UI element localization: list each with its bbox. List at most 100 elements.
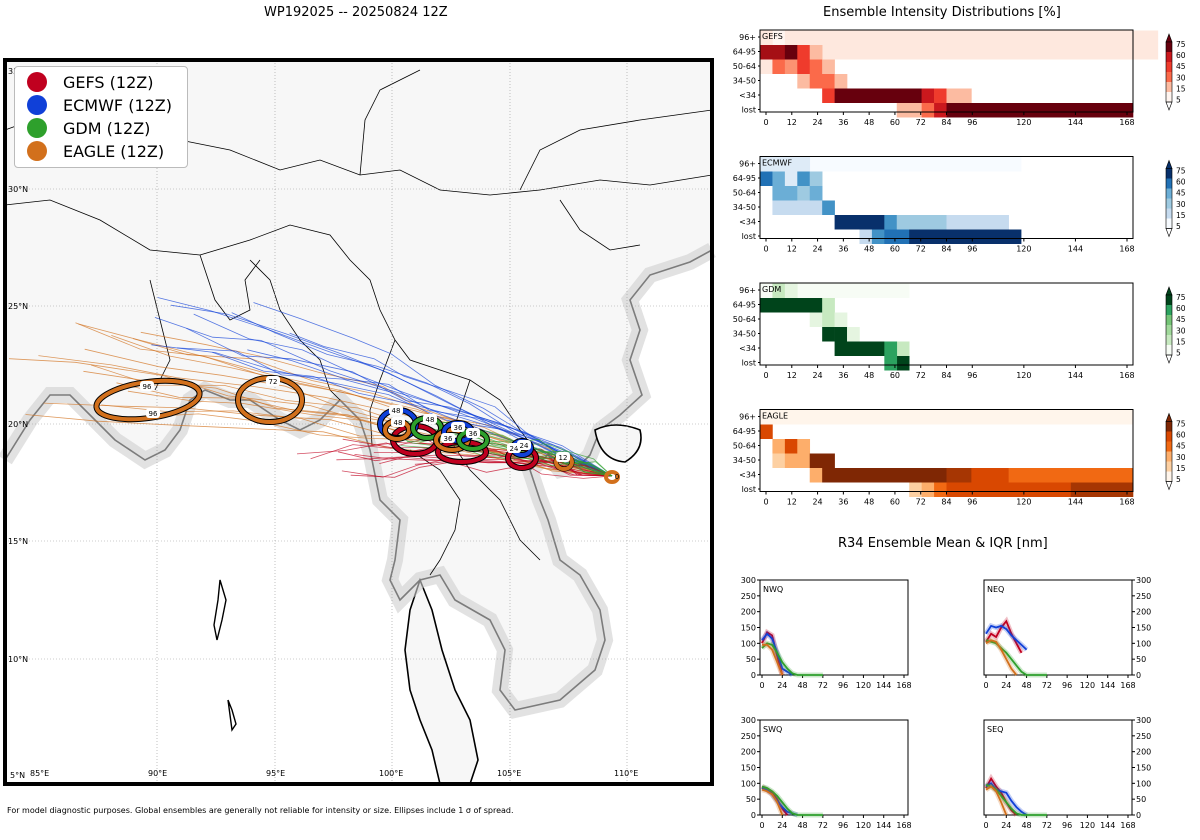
row-label: lost	[742, 106, 756, 115]
heatmap-cell	[909, 229, 1022, 244]
r34-mean-line	[761, 788, 784, 816]
row-label: 64-95	[733, 427, 756, 436]
heatmap-cell	[921, 482, 935, 497]
heatmap-cell	[797, 171, 811, 186]
heatmap-cell	[809, 45, 823, 60]
x-tick-label: 12	[787, 245, 797, 254]
r34-mean-line	[761, 785, 823, 816]
colorbar-segment	[1166, 42, 1172, 53]
colorbar-segment	[1166, 451, 1172, 462]
colorbar-segment	[1166, 82, 1172, 93]
x-tick-label: 0	[983, 821, 988, 830]
r34-mean-line	[985, 639, 1018, 676]
r34-frame	[983, 719, 1133, 816]
colorbar-tick: 15	[1176, 211, 1186, 220]
x-tick-label: 48	[864, 245, 874, 254]
y-tick-label: 100	[1136, 779, 1151, 788]
colorbar-segment	[1166, 315, 1172, 326]
legend-label: GEFS (12Z)	[63, 72, 154, 92]
x-tick-label: 24	[777, 681, 787, 690]
heatmap-cell	[809, 186, 823, 201]
ellipse-label: 96	[149, 410, 158, 418]
ellipse-label: 24	[520, 442, 529, 450]
x-tick-label: 144	[876, 681, 891, 690]
legend-item-gefs[interactable]: GEFS (12Z)	[27, 71, 153, 93]
heatmap-cell	[760, 298, 823, 313]
colorbar-tick: 75	[1176, 167, 1186, 176]
quadrant-label: NEQ	[987, 585, 1004, 594]
y-tick-label: 50	[1136, 795, 1146, 804]
heatmap-cell	[946, 482, 1072, 497]
legend-item-gdm[interactable]: GDM (12Z)	[27, 117, 150, 139]
row-label: 96+	[739, 286, 756, 295]
x-tick-label: 60	[890, 498, 900, 507]
row-label: 50-64	[733, 315, 756, 324]
heatmap-cell	[822, 312, 835, 327]
row-label: 64-95	[733, 301, 756, 310]
ellipse-label: 48	[392, 407, 401, 415]
colorbar-tick: 5	[1176, 349, 1181, 358]
x-tick-label: 168	[1119, 245, 1134, 254]
colorbar-segment	[1166, 198, 1172, 209]
heatmap-cell	[834, 215, 885, 230]
x-tick-label: 0	[759, 821, 764, 830]
lon-label: 85°E	[30, 769, 49, 778]
colorbar-tick: 60	[1176, 51, 1186, 60]
heatmap-cell	[760, 157, 811, 172]
x-tick-label: 0	[763, 245, 768, 254]
track-line	[367, 442, 613, 477]
map-frame	[3, 58, 714, 786]
y-tick-label: 150	[741, 624, 756, 633]
legend-item-ecmwf[interactable]: ECMWF (12Z)	[27, 94, 172, 116]
row-label: 96+	[739, 33, 756, 42]
heatmap-cell	[834, 74, 848, 89]
heatmap-cell	[760, 424, 773, 439]
y-tick-label: 200	[741, 608, 756, 617]
x-tick-label: 24	[1001, 821, 1011, 830]
heatmap-cell	[834, 312, 848, 327]
intensity-panel-eagle: EAGLE 96+ 64-95 50-64 34-50 <34 lost 0 12 24 36 48 6…	[733, 409, 1186, 507]
ecmwf-dot-icon	[27, 95, 47, 115]
legend-item-eagle[interactable]: EAGLE (12Z)	[27, 140, 164, 162]
heatmap-cell	[760, 171, 773, 186]
x-tick-label: 84	[941, 245, 951, 254]
heatmap-cell	[946, 215, 1009, 230]
heatmap-cell	[797, 59, 811, 74]
row-label: lost	[742, 359, 756, 368]
row-label: 50-64	[733, 442, 756, 451]
heatmap-cell	[784, 171, 798, 186]
colorbar-segment	[1166, 218, 1172, 229]
ellipse-label: 48	[426, 416, 435, 424]
x-tick-label: 48	[864, 118, 874, 127]
colorbar-segment	[1166, 335, 1172, 346]
heatmap-cell	[772, 186, 798, 201]
heatmap-cell	[884, 341, 898, 356]
track-line	[25, 414, 613, 477]
x-tick-label: 72	[916, 245, 926, 254]
panel-label: GDM	[762, 285, 781, 294]
heatmap-cell	[884, 229, 910, 244]
heatmap-cell	[946, 88, 972, 103]
x-tick-label: 84	[941, 118, 951, 127]
heatmap-cell	[822, 200, 835, 215]
x-tick-label: 24	[777, 821, 787, 830]
x-tick-label: 48	[797, 821, 807, 830]
colorbar-segment	[1166, 178, 1172, 189]
heatmap-cell	[760, 410, 1134, 425]
row-label: <34	[739, 91, 756, 100]
y-tick-label: 0	[1136, 671, 1141, 680]
heatmap-cell	[784, 283, 798, 298]
y-tick-label: 0	[751, 811, 756, 820]
colorbar-tick: 15	[1176, 337, 1186, 346]
heatmap-cell	[859, 229, 873, 244]
x-tick-label: 36	[838, 498, 848, 507]
track-line	[231, 312, 613, 477]
y-tick-label: 150	[741, 764, 756, 773]
track-line	[373, 446, 613, 477]
heatmap-cell	[909, 482, 922, 497]
x-tick-label: 120	[1080, 821, 1095, 830]
y-tick-label: 300	[1136, 576, 1151, 585]
heatmap-cell	[772, 200, 823, 215]
x-tick-label: 60	[890, 245, 900, 254]
colorbar-segment	[1166, 441, 1172, 452]
